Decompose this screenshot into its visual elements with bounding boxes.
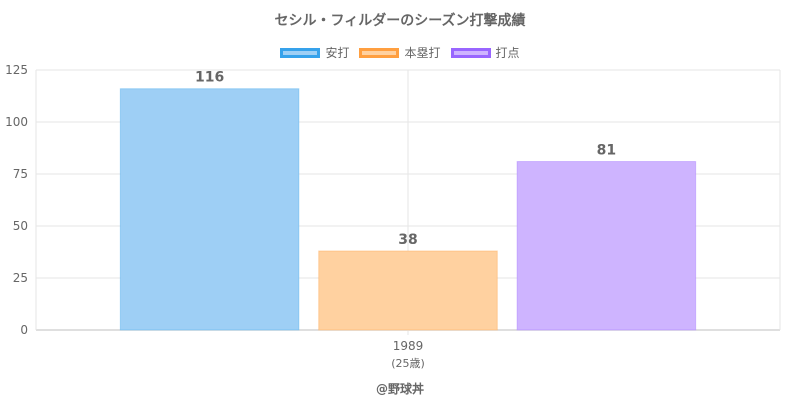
x-tick-label: 1989 [393, 339, 424, 353]
y-tick-label: 125 [5, 63, 28, 77]
legend-item-hits[interactable]: 安打 [280, 44, 349, 61]
legend-label-hits: 安打 [325, 46, 350, 60]
bar-value-label: 116 [195, 70, 224, 86]
y-tick-label: 25 [13, 271, 28, 285]
chart-legend: 安打 本塁打 打点 [0, 44, 800, 61]
credit-text: @野球丼 [375, 382, 424, 396]
legend-swatch-rbi [450, 47, 491, 58]
y-tick-label: 50 [13, 219, 28, 233]
bar-2 [516, 161, 697, 331]
bar-1 [318, 250, 498, 331]
y-tick-label: 75 [13, 167, 28, 181]
bar-0 [119, 88, 300, 331]
chart-title: セシル・フィルダーのシーズン打撃成績 [274, 13, 526, 29]
bar-value-label: 38 [398, 232, 417, 248]
bar-value-label: 81 [597, 143, 616, 159]
y-tick-label: 0 [20, 323, 28, 337]
legend-item-home-runs[interactable]: 本塁打 [359, 44, 441, 61]
legend-label-rbi: 打点 [495, 46, 520, 60]
legend-swatch-home-runs [359, 47, 400, 58]
y-tick-label: 100 [5, 115, 28, 129]
x-tick-sublabel: (25歳) [391, 357, 425, 370]
legend-item-rbi[interactable]: 打点 [450, 44, 520, 61]
legend-swatch-hits [280, 47, 321, 58]
legend-label-home-runs: 本塁打 [404, 46, 441, 60]
